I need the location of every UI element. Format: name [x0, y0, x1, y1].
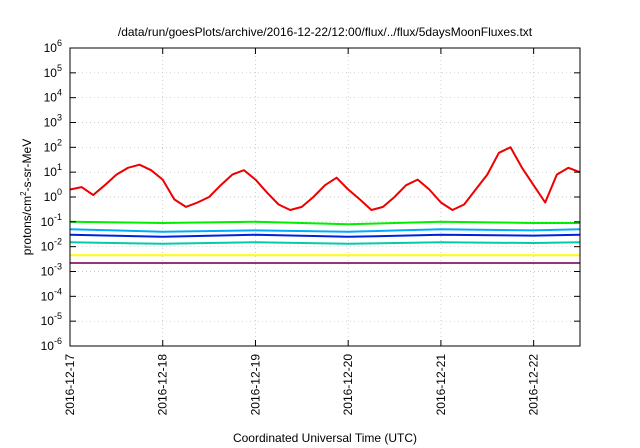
y-tick-exp: -5: [54, 311, 62, 321]
y-tick-base: 10: [44, 66, 58, 80]
x-tick-label: 2016-12-21: [434, 354, 448, 416]
y-axis-label: protons/cm2-s-sr-MeV: [19, 139, 34, 255]
y-tick-base: 10: [41, 265, 55, 279]
y-tick-exp: 0: [57, 187, 62, 197]
y-tick-exp: -3: [54, 262, 62, 272]
y-tick-label: 101: [44, 162, 62, 179]
y-tick-base: 10: [41, 240, 55, 254]
y-tick-base: 10: [41, 339, 55, 353]
x-axis-ticks: 2016-12-17 2016-12-18 2016-12-19 2016-12-20…: [63, 48, 541, 415]
x-tick-label: 2016-12-20: [341, 354, 355, 416]
y-tick-exp: 3: [57, 113, 62, 123]
y-tick-base: 10: [44, 116, 58, 130]
y-tick-label: 102: [44, 137, 62, 154]
chart-title: /data/run/goesPlots/archive/2016-12-22/1…: [118, 25, 533, 39]
y-tick-exp: 4: [57, 88, 62, 98]
y-axis-label-sup: 2: [19, 191, 28, 196]
y-tick-exp: 6: [57, 38, 62, 48]
y-tick-label: 10-3: [41, 262, 62, 279]
y-tick-label: 100: [44, 187, 62, 204]
y-tick-base: 10: [44, 165, 58, 179]
series-line-4: [69, 241, 581, 245]
y-tick-exp: 2: [57, 137, 62, 147]
x-tick-label: 2016-12-22: [527, 354, 541, 416]
y-tick-base: 10: [44, 91, 58, 105]
y-tick-label: 10-6: [41, 336, 62, 353]
y-tick-label: 10-2: [41, 237, 62, 254]
y-tick-label: 10-5: [41, 311, 62, 328]
y-tick-exp: 1: [57, 162, 62, 172]
y-tick-label: 105: [44, 63, 62, 80]
y-tick-exp: -4: [54, 286, 62, 296]
series-group: [69, 146, 581, 264]
x-axis-label: Coordinated Universal Time (UTC): [233, 431, 417, 445]
y-tick-label: 104: [44, 88, 62, 105]
series-line-0: [69, 146, 581, 211]
y-tick-exp: 5: [57, 63, 62, 73]
y-tick-base: 10: [44, 41, 58, 55]
y-tick-base: 10: [44, 190, 58, 204]
y-tick-label: 10-1: [41, 212, 62, 229]
series-line-3: [69, 233, 581, 238]
series-line-1: [69, 220, 580, 226]
y-tick-label: 106: [44, 38, 62, 55]
y-tick-base: 10: [41, 215, 55, 229]
x-tick-label: 2016-12-18: [156, 354, 170, 416]
y-tick-base: 10: [41, 289, 55, 303]
y-tick-base: 10: [44, 140, 58, 154]
x-tick-label: 2016-12-19: [248, 354, 262, 416]
y-tick-label: 103: [44, 113, 62, 130]
y-tick-exp: -2: [54, 237, 62, 247]
y-axis-label-prefix: protons/cm: [20, 196, 34, 255]
y-axis-label-suffix: -s-sr-MeV: [20, 139, 34, 192]
y-tick-label: 10-4: [41, 286, 62, 303]
y-tick-exp: -6: [54, 336, 62, 346]
y-tick-base: 10: [41, 314, 55, 328]
y-axis-ticks: 10-610-510-410-310-210-11001011021031041…: [41, 38, 580, 353]
x-tick-label: 2016-12-17: [63, 354, 77, 416]
series-line-2: [69, 228, 581, 233]
y-tick-exp: -1: [54, 212, 62, 222]
